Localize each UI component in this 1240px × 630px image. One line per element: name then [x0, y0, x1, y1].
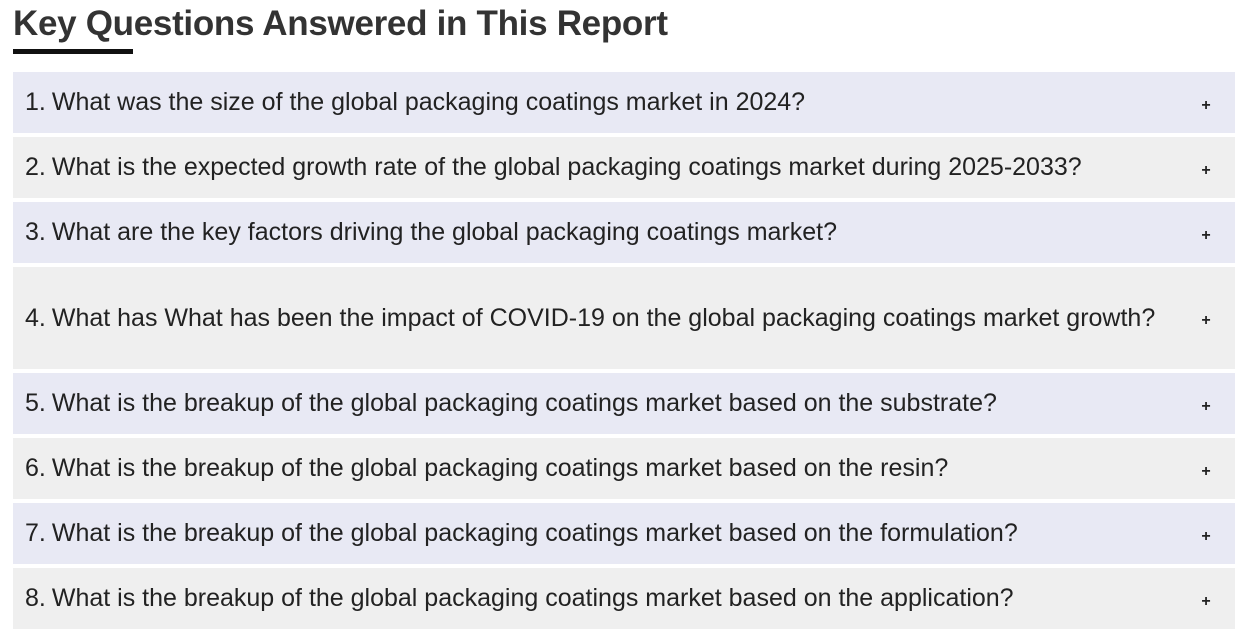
plus-icon[interactable]: +: [1201, 397, 1211, 415]
faq-item-3[interactable]: 3. What are the key factors driving the …: [13, 202, 1235, 263]
faq-question: What is the breakup of the global packag…: [51, 454, 949, 482]
faq-item-5[interactable]: 5. What is the breakup of the global pac…: [13, 373, 1235, 434]
plus-icon[interactable]: +: [1201, 226, 1211, 244]
faq-number: 1.: [25, 88, 46, 116]
faq-question: What are the key factors driving the glo…: [51, 218, 838, 246]
section-title: Key Questions Answered in This Report: [13, 4, 668, 43]
faq-item-2[interactable]: 2. What is the expected growth rate of t…: [13, 137, 1235, 198]
faq-number: 5.: [25, 389, 46, 417]
faq-number: 4.: [25, 303, 46, 332]
faq-list: 1. What was the size of the global packa…: [13, 72, 1235, 629]
plus-icon[interactable]: +: [1201, 592, 1211, 610]
faq-number: 3.: [25, 218, 46, 246]
faq-item-6[interactable]: 6. What is the breakup of the global pac…: [13, 438, 1235, 499]
faq-question: What is the breakup of the global packag…: [51, 389, 997, 417]
faq-question: What is the breakup of the global packag…: [51, 519, 1018, 547]
faq-number: 6.: [25, 454, 46, 482]
faq-item-4[interactable]: 4. What has What has been the impact of …: [13, 267, 1235, 369]
faq-number: 7.: [25, 519, 46, 547]
plus-icon[interactable]: +: [1201, 312, 1211, 329]
faq-number: 8.: [25, 584, 46, 612]
faq-item-8[interactable]: 8. What is the breakup of the global pac…: [13, 568, 1235, 629]
faq-question: What has What has been the impact of COV…: [51, 303, 1156, 332]
faq-question: What is the expected growth rate of the …: [51, 153, 1082, 181]
faq-item-7[interactable]: 7. What is the breakup of the global pac…: [13, 503, 1235, 564]
faq-item-1[interactable]: 1. What was the size of the global packa…: [13, 72, 1235, 133]
faq-question: What is the breakup of the global packag…: [51, 584, 1014, 612]
plus-icon[interactable]: +: [1201, 462, 1211, 480]
plus-icon[interactable]: +: [1201, 96, 1211, 114]
plus-icon[interactable]: +: [1201, 527, 1211, 545]
plus-icon[interactable]: +: [1201, 161, 1211, 179]
title-underline: [13, 49, 133, 54]
faq-question: What was the size of the global packagin…: [51, 88, 806, 116]
faq-number: 2.: [25, 153, 46, 181]
